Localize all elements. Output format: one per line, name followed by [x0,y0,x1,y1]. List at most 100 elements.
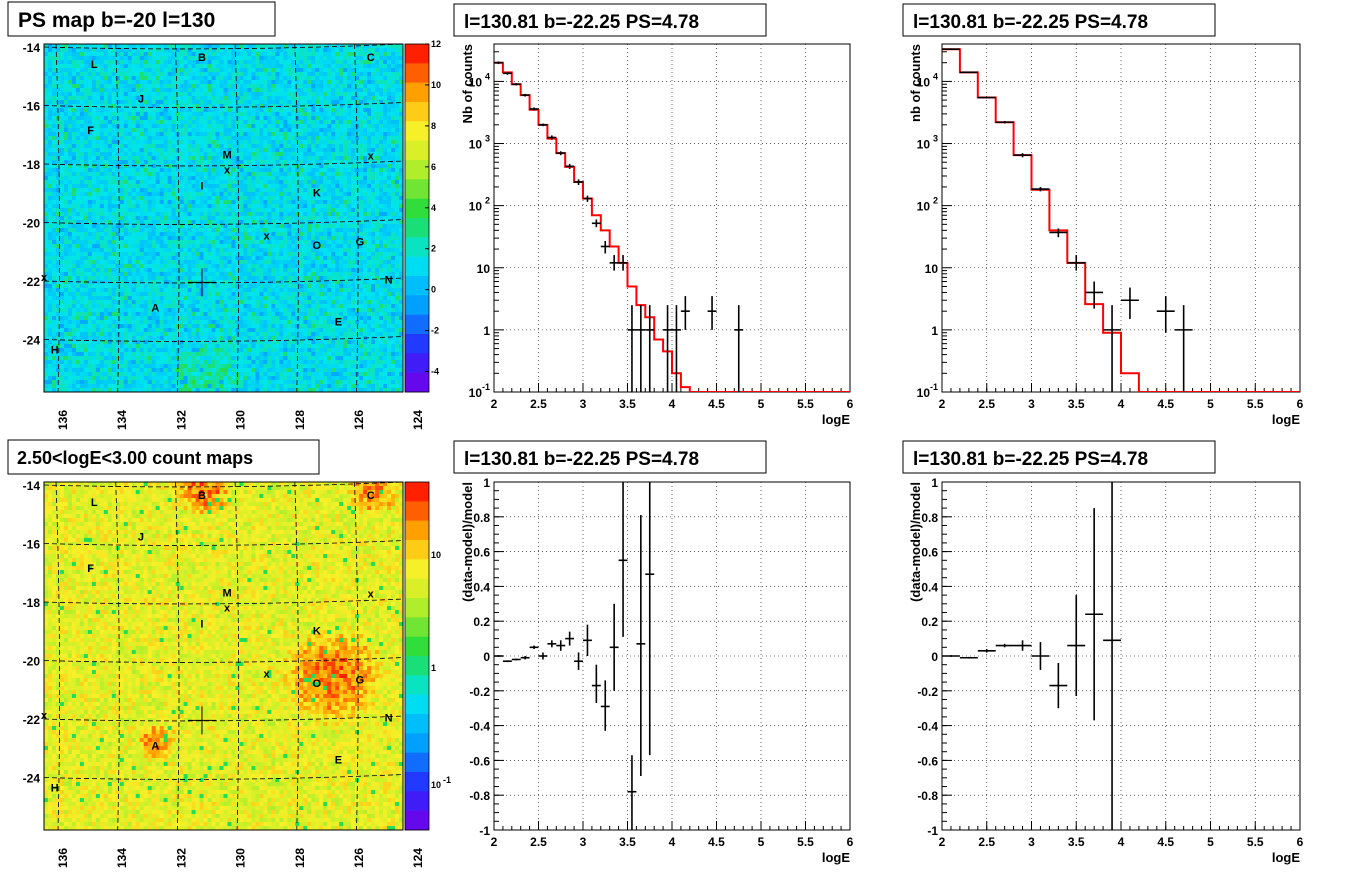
map-pixel [71,136,77,141]
map-pixel [223,156,228,161]
map-pixel [203,236,208,241]
map-pixel [183,104,188,109]
map-pixel [51,96,57,101]
map-pixel [199,60,204,65]
map-pixel [343,48,348,53]
map-pixel [175,224,180,229]
map-pixel [115,244,121,249]
map-pixel [115,200,121,205]
map-pixel [159,48,164,53]
map-pixel [315,44,320,49]
map-pixel [215,72,220,77]
map-pixel [131,144,137,149]
map-pixel [359,248,364,253]
map-pixel [143,168,149,173]
map-pixel [323,216,328,221]
map-pixel [123,136,129,141]
map-pixel [331,144,336,149]
map-pixel [267,100,272,105]
map-pixel [179,92,184,97]
map-pixel [263,112,268,117]
map-pixel [251,216,256,221]
map-pixel [351,176,356,181]
map-pixel [119,152,125,157]
map-pixel [95,56,101,61]
map-pixel [355,232,360,237]
map-pixel [155,212,160,217]
map-pixel [183,96,188,101]
map-pixel [279,148,284,153]
map-pixel [227,108,232,113]
map-pixel [231,140,236,145]
map-pixel [315,132,320,137]
map-pixel [275,256,280,261]
map-pixel [83,88,89,93]
map-pixel [247,96,252,101]
map-pixel [247,196,252,201]
map-pixel [191,212,196,217]
map-pixel [67,172,73,177]
map-pixel [111,256,117,261]
map-pixel [367,216,372,221]
map-pixel [343,128,348,133]
map-pixel [271,208,276,213]
map-pixel [383,44,388,49]
map-pixel [255,188,260,193]
map-pixel [119,208,125,213]
map-pixel [135,80,141,85]
map-pixel [147,176,152,181]
map-pixel [339,168,344,173]
map-pixel [247,44,252,49]
map-pixel [179,172,184,177]
map-pixel [275,200,280,205]
map-pixel [167,92,172,97]
map-pixel [171,76,176,81]
map-pixel [111,264,117,269]
map-pixel [107,256,113,261]
map-pixel [83,48,89,53]
map-pixel [395,228,400,233]
map-pixel [323,164,328,169]
map-pixel [231,152,236,157]
map-pixel [351,52,356,57]
map-pixel [47,148,53,153]
map-pixel [131,164,137,169]
map-pixel [175,108,180,113]
map-pixel [227,224,232,229]
map-pixel [51,184,57,189]
map-pixel [147,100,152,105]
map-pixel [139,124,145,129]
map-pixel [171,256,176,261]
map-pixel [267,192,272,197]
map-pixel [287,184,292,189]
map-pixel [347,52,352,57]
map-pixel [47,168,53,173]
map-pixel [95,100,101,105]
map-pixel [231,240,236,245]
map-pixel [51,56,57,61]
map-pixel [323,200,328,205]
map-pixel [311,96,316,101]
map-pixel [44,200,49,205]
map-pixel [51,260,57,265]
map-pixel [379,260,384,265]
map-pixel [211,84,216,89]
map-pixel [375,228,380,233]
map-pixel [95,184,101,189]
map-pixel [131,224,137,229]
map-pixel [327,92,332,97]
map-pixel [135,160,141,165]
map-pixel [283,224,288,229]
map-pixel [51,144,57,149]
map-pixel [295,260,300,265]
map-pixel [291,160,296,165]
map-pixel [207,128,212,133]
map-pixel [147,184,152,189]
map-pixel [231,132,236,137]
map-pixel [379,216,384,221]
map-pixel [367,124,372,129]
map-pixel [319,256,324,261]
map-pixel [47,172,53,177]
map-pixel [143,176,149,181]
map-pixel [267,148,272,153]
